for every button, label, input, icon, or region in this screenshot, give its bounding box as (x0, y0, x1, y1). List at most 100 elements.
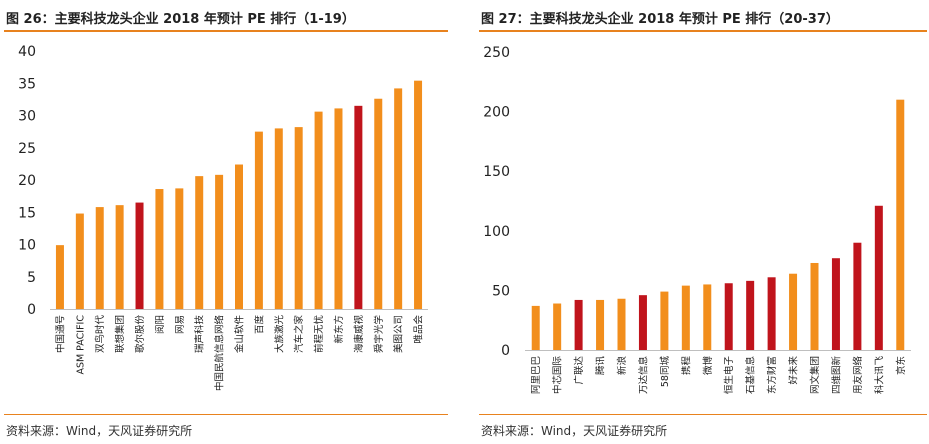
source-note-right: 资料来源：Wind，天风证券研究所 (481, 424, 668, 438)
x-category-label: 东方财富 (766, 356, 778, 394)
y-tick-label: 40 (18, 44, 36, 60)
y-tick-label: 200 (483, 105, 510, 121)
x-category-label: 大族激光 (273, 315, 285, 354)
x-category-label: 科大讯飞 (873, 356, 885, 395)
x-category-label: 百度 (253, 315, 265, 335)
bar (810, 262, 819, 350)
x-category-label: 金山软件 (234, 315, 246, 354)
bar (95, 207, 104, 309)
bar (596, 299, 605, 350)
bar (115, 205, 124, 309)
bar (553, 303, 562, 350)
x-category-label: 好未来 (788, 356, 800, 385)
y-tick-label: 25 (18, 141, 36, 157)
bar (660, 291, 669, 350)
x-category-label: 石基信息 (745, 356, 757, 394)
x-category-label: ASM PACIFIC (75, 315, 86, 375)
bar (274, 128, 283, 309)
x-category-label: 京东 (895, 356, 907, 375)
bar (215, 174, 224, 309)
footer-rule (479, 414, 927, 415)
bar (195, 176, 204, 309)
x-category-label: 联想集团 (114, 315, 126, 353)
bar (531, 305, 540, 350)
bar (394, 88, 403, 309)
bar (294, 127, 303, 309)
x-category-label: 中国民航信息网络 (214, 315, 226, 392)
x-category-label: 舜宇光学 (373, 315, 385, 353)
y-tick-label: 0 (501, 343, 510, 359)
y-tick-label: 15 (18, 205, 36, 221)
title-rule (4, 30, 448, 32)
x-category-label: 新东方 (333, 315, 345, 344)
bar (374, 98, 383, 309)
chart-panel-right: 图 27：主要科技龙头企业 2018 年预计 PE 排行（20-37） 0 50 1… (475, 0, 929, 444)
x-category-label: 恒生电子 (723, 356, 735, 395)
bar (767, 277, 776, 350)
bar (874, 205, 883, 350)
x-category-label: 携程 (680, 356, 692, 376)
x-category-label: 网文集团 (809, 356, 821, 394)
chart-title-left: 图 26：主要科技龙头企业 2018 年预计 PE 排行（1-19） (6, 12, 355, 27)
bar (175, 188, 184, 309)
x-category-label: 腾讯 (595, 356, 607, 376)
bar (789, 273, 798, 350)
x-category-label: 双鸟时代 (94, 315, 106, 354)
x-category-label: 歌尔股份 (134, 315, 146, 354)
x-category-label: 微博 (702, 356, 714, 376)
bar (75, 213, 84, 309)
x-category-label: 汽车之家 (293, 315, 305, 354)
bar (254, 131, 263, 309)
bar (414, 80, 423, 309)
x-category-label: 唯品会 (413, 315, 425, 344)
bar (746, 280, 755, 350)
x-category-label: 58同城 (660, 356, 671, 388)
x-category-label: 瑞声科技 (194, 315, 206, 354)
bar (681, 285, 690, 350)
y-tick-label: 5 (27, 270, 36, 286)
chart-panel-left: 图 26：主要科技龙头企业 2018 年预计 PE 排行（1-19） 0 5 10 1… (0, 0, 452, 444)
bar (638, 295, 647, 350)
y-tick-label: 10 (18, 238, 36, 254)
y-tick-label: 50 (492, 283, 510, 299)
y-tick-label: 150 (483, 164, 510, 180)
footer-rule (4, 414, 448, 415)
x-category-label: 万达信息 (637, 356, 649, 394)
bar (55, 245, 64, 309)
x-category-label: 中国通号 (54, 315, 66, 353)
bar (334, 108, 343, 309)
bar (896, 99, 905, 351)
x-category-label: 美图公司 (393, 315, 405, 353)
x-category-label: 阅阳 (154, 315, 166, 334)
bar-chart-left: 0 5 10 15 20 25 30 35 40 中国通号 ASM PACIFIC 双鸟时代 联想集团歌… (18, 44, 428, 392)
x-category-label: 前程无忧 (313, 315, 325, 354)
x-category-label: 四维图新 (830, 356, 842, 395)
bar (617, 298, 626, 350)
source-note-left: 资料来源：Wind，天风证券研究所 (6, 424, 193, 438)
x-category-label: 广联达 (573, 356, 585, 385)
x-category-label: 用友网络 (852, 356, 864, 395)
y-tick-label: 35 (18, 76, 36, 92)
x-category-label: 海康威视 (353, 315, 365, 354)
x-category-label: 阿里巴巴 (531, 356, 542, 394)
bar (831, 258, 840, 350)
bar-chart-right: 0 50 100 150 200 250 阿里巴巴 中芯国际 广联达 腾讯 新浪 万达信息 58同城 携程… (483, 45, 911, 395)
y-tick-label: 0 (27, 302, 36, 318)
y-tick-label: 20 (18, 173, 36, 189)
y-tick-label: 30 (18, 109, 36, 125)
bar (155, 189, 164, 309)
bar (354, 105, 363, 309)
bar (724, 283, 733, 350)
x-category-label: 网易 (175, 315, 186, 334)
bar (853, 242, 862, 350)
bar (135, 202, 144, 309)
bar (703, 284, 712, 350)
bar (235, 164, 243, 309)
chart-title-right: 图 27：主要科技龙头企业 2018 年预计 PE 排行（20-37） (481, 12, 839, 27)
bar (574, 299, 583, 350)
x-category-label: 中芯国际 (552, 356, 564, 395)
bar (314, 111, 323, 309)
x-category-label: 新浪 (616, 356, 628, 376)
y-tick-label: 100 (483, 224, 510, 240)
title-rule (479, 30, 927, 32)
